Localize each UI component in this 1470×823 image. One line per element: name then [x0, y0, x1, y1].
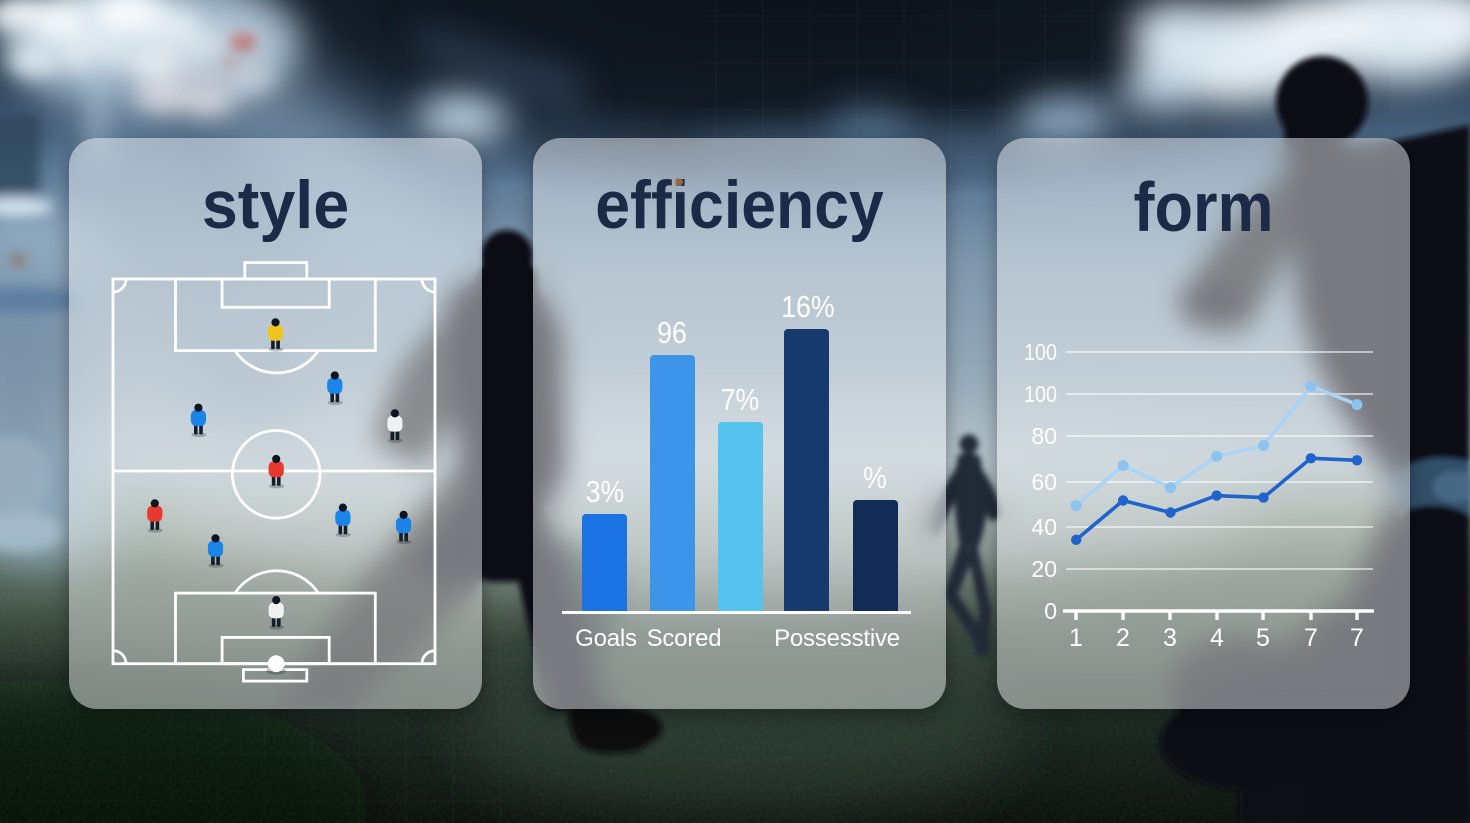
svg-text:20: 20	[1031, 556, 1057, 582]
svg-text:3: 3	[1163, 624, 1177, 652]
svg-text:100: 100	[1024, 339, 1057, 365]
svg-text:60: 60	[1031, 469, 1057, 495]
svg-text:80: 80	[1031, 423, 1057, 449]
svg-text:7: 7	[1350, 624, 1364, 652]
svg-text:5: 5	[1256, 624, 1270, 652]
svg-text:100: 100	[1024, 381, 1057, 407]
svg-text:4: 4	[1210, 624, 1224, 652]
svg-text:2: 2	[1116, 624, 1130, 652]
svg-text:1: 1	[1069, 624, 1083, 652]
svg-text:40: 40	[1031, 514, 1057, 540]
svg-text:0: 0	[1044, 598, 1057, 624]
svg-text:7: 7	[1304, 624, 1318, 652]
